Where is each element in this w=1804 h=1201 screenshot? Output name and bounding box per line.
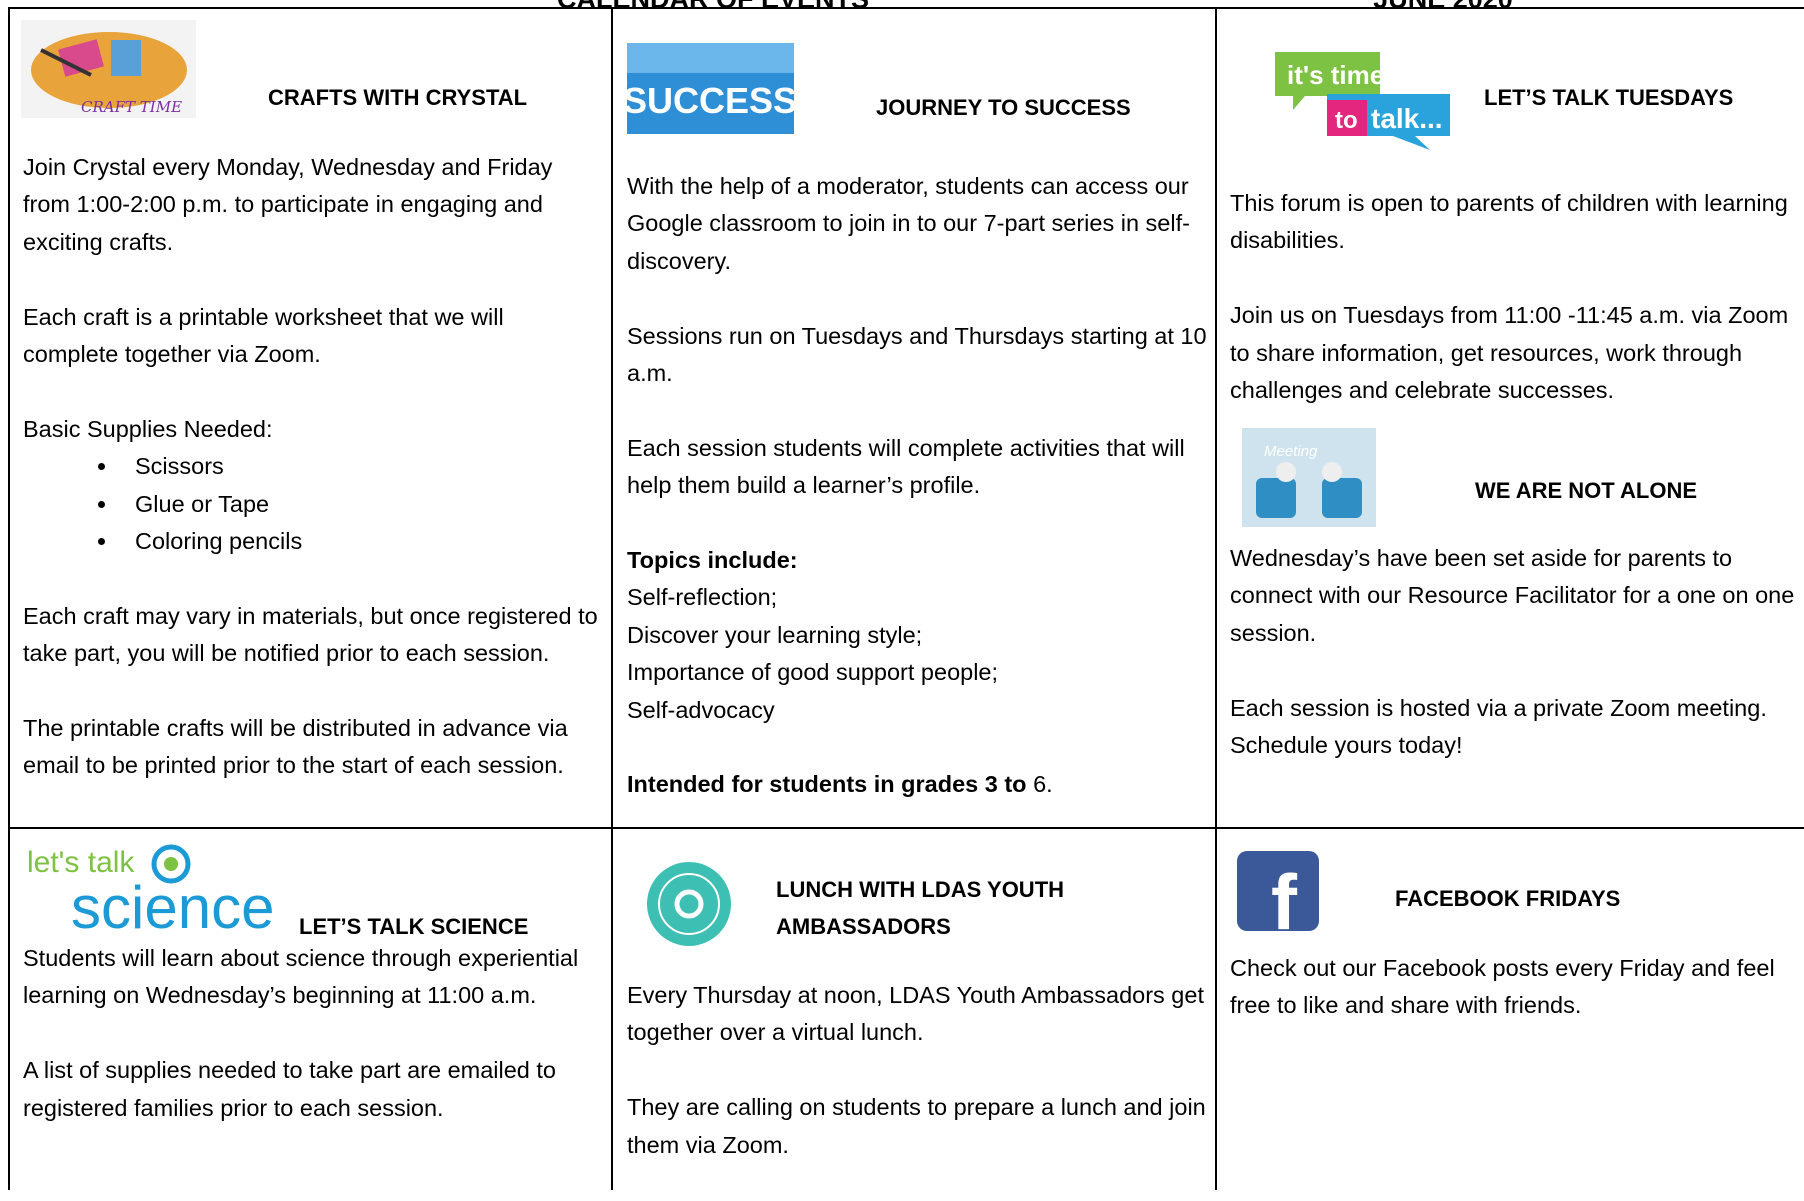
paragraph: Each session students will complete acti… [627,434,1185,499]
ambassadors-image [647,862,731,946]
topics-heading: Topics include: [627,547,798,574]
event-title: LUNCH WITH LDAS YOUTH AMBASSADORS [776,877,1065,939]
table-border [9,7,1804,9]
craft-image: CRAFT TIME [21,20,196,118]
paragraph: Join Crystal every Monday, Wednesday and… [23,154,553,255]
event-body: Students will learn about science throug… [23,940,608,1164]
time-to-talk-image: it's time to talk... [1275,52,1450,150]
paragraph: Students will learn about science throug… [23,945,579,1009]
paragraph: Join us on Tuesdays from 11:00 -11:45 a.… [1230,302,1789,404]
paragraph: A list of supplies needed to take part a… [23,1057,556,1121]
paragraph: With the help of a moderator, students c… [627,173,1190,274]
image-text: SUCCESS [627,80,794,121]
image-text: Meeting [1264,443,1318,460]
topic: Discover your learning style; [627,621,923,648]
success-image: SUCCESS [627,43,794,134]
table-border [611,7,613,1190]
event-body: This forum is open to parents of childre… [1230,185,1804,447]
table-border [8,7,10,1190]
event-body: Check out our Facebook posts every Frida… [1230,950,1804,1062]
paragraph: This forum is open to parents of childre… [1230,190,1788,254]
event-body: Wednesday’s have been set aside for pare… [1230,540,1804,802]
event-title: LET’S TALK SCIENCE [299,914,529,939]
topic: Self-reflection; [627,584,778,611]
audience-end: 6. [1033,771,1053,798]
paragraph: Wednesday’s have been set aside for pare… [1230,545,1795,646]
event-title: WE ARE NOT ALONE [1475,478,1698,503]
event-title: CRAFTS WITH CRYSTAL [268,85,528,110]
table-border [9,827,1804,829]
paragraph: Each craft is a printable worksheet that… [23,303,504,368]
image-text: f [1271,858,1298,931]
paragraph: The printable crafts will be distributed… [23,715,568,779]
audience: Intended for students in grades 3 to 6. [627,766,1207,803]
event-title: LET’S TALK TUESDAYS [1484,85,1734,110]
image-text: let's talk [27,846,135,879]
paragraph: They are calling on students to prepare … [627,1094,1206,1158]
meeting-image: Meeting [1242,428,1376,527]
event-title: JOURNEY TO SUCCESS [876,95,1131,120]
table-border [1215,7,1217,1190]
paragraph: Each craft may vary in materials, but on… [23,602,598,667]
event-body: Every Thursday at noon, LDAS Youth Ambas… [627,977,1212,1201]
image-text: talk... [1371,103,1443,134]
image-text: CRAFT TIME [81,98,182,116]
list-item: Coloring pencils [119,523,603,560]
paragraph: Sessions run on Tuesdays and Thursdays s… [627,322,1207,387]
facebook-image: f [1237,851,1319,931]
image-text: to [1335,107,1358,134]
list-item: Glue or Tape [119,486,603,523]
science-image: let's talk science [27,844,274,937]
image-text: it's time [1287,60,1384,90]
image-text: science [71,874,274,937]
topic: Importance of good support people; [627,659,999,686]
event-body: With the help of a moderator, students c… [627,168,1207,841]
paragraph: Each session is hosted via a private Zoo… [1230,694,1767,759]
paragraph: Check out our Facebook posts every Frida… [1230,955,1775,1019]
list-item: Scissors [119,448,603,485]
topic: Self-advocacy [627,696,775,723]
event-body: Join Crystal every Monday, Wednesday and… [23,149,603,822]
audience-bold: Intended for students in grades 3 to [627,771,1027,798]
paragraph: Basic Supplies Needed: [23,415,273,442]
paragraph: Every Thursday at noon, LDAS Youth Ambas… [627,982,1204,1046]
supply-list: Scissors Glue or Tape Coloring pencils [23,448,603,560]
event-title: FACEBOOK FRIDAYS [1395,886,1621,911]
